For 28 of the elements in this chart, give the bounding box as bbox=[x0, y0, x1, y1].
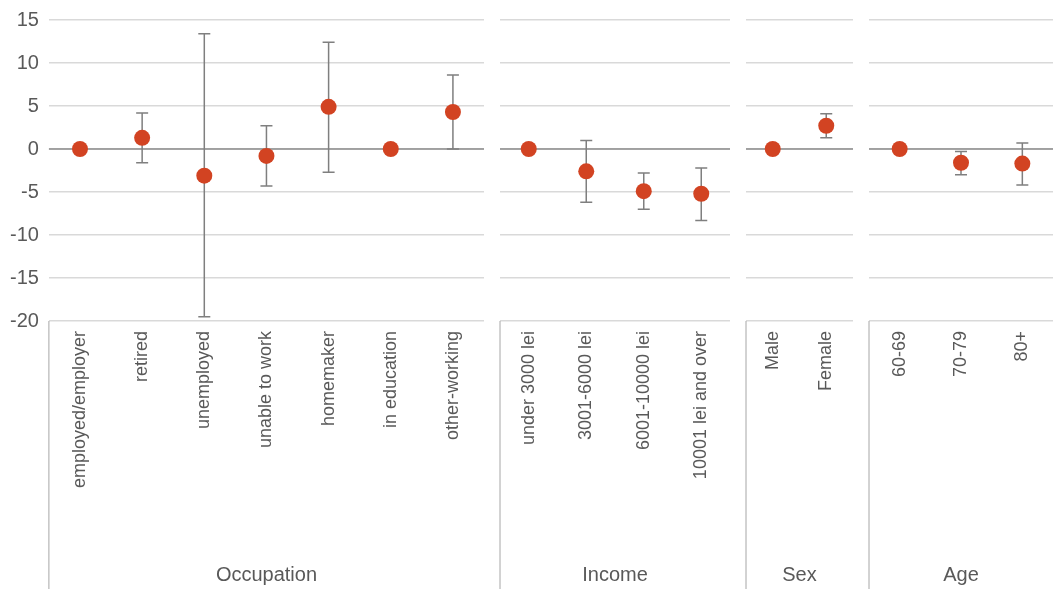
x-tick-label: 60-69 bbox=[888, 331, 909, 378]
x-tick-label: retired bbox=[131, 331, 152, 383]
x-tick-label: 10001 lei and over bbox=[690, 331, 711, 480]
x-tick-label: employed/employer bbox=[68, 330, 89, 489]
y-tick-label: 15 bbox=[16, 7, 39, 30]
y-tick-label: 0 bbox=[27, 136, 39, 159]
x-tick-label: 6001-10000 lei bbox=[632, 331, 653, 451]
y-tick-label: 5 bbox=[27, 93, 39, 116]
x-tick-label: under 3000 lei bbox=[517, 331, 538, 446]
y-tick-label: 10 bbox=[16, 50, 39, 73]
x-axis-title: Sex bbox=[782, 562, 817, 585]
y-tick-label: -10 bbox=[10, 222, 39, 245]
x-tick-label: other-working bbox=[441, 331, 462, 441]
x-tick-label: unemployed bbox=[193, 331, 214, 430]
x-tick-label: 70-79 bbox=[949, 331, 970, 378]
x-axis-title: Age bbox=[943, 562, 979, 585]
y-tick-label: -15 bbox=[10, 265, 39, 288]
y-tick-label: -5 bbox=[21, 179, 39, 202]
y-tick-label: -20 bbox=[10, 308, 39, 331]
x-tick-label: unable to work bbox=[255, 330, 276, 449]
x-tick-label: 80+ bbox=[1011, 331, 1032, 362]
x-axis-title: Income bbox=[582, 562, 648, 585]
x-tick-label: homemaker bbox=[317, 331, 338, 427]
x-tick-label: Female bbox=[815, 331, 836, 392]
x-axis-title: Occupation bbox=[215, 562, 318, 585]
x-tick-label: in education bbox=[379, 331, 400, 429]
x-tick-label: 3001-6000 lei bbox=[575, 331, 596, 441]
x-tick-label: Male bbox=[761, 331, 782, 371]
